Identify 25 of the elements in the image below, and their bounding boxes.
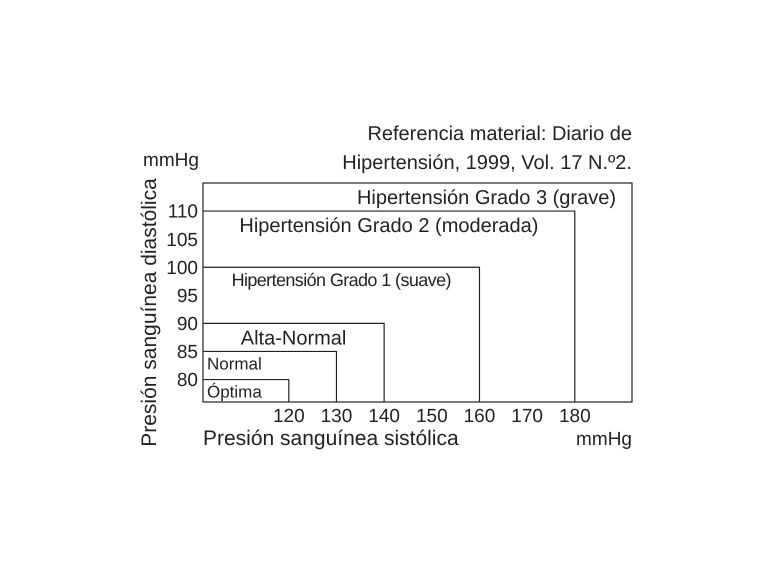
x-tick-label: 140 — [368, 406, 400, 427]
x-tick-label: 160 — [464, 406, 496, 427]
x-tick-label: 150 — [416, 406, 448, 427]
y-tick-label: 90 — [176, 314, 198, 336]
x-tick-label: 120 — [272, 406, 305, 427]
y-tick-label: 95 — [176, 286, 198, 307]
series-label: Hipertensión Grado 1 (suave) — [232, 270, 451, 290]
y-tick-label: 110 — [168, 202, 198, 223]
series-label: Normal — [207, 354, 262, 374]
annotation: Hipertensión Grado 3 (grave) — [356, 187, 616, 209]
x-tick-label: 130 — [320, 406, 352, 427]
y-axis-title: Presión sanguínea diastólica — [138, 178, 161, 447]
x-tick-label: 180 — [558, 406, 591, 427]
text: mmHg — [576, 429, 632, 450]
series-label: Hipertensión Grado 2 (moderada) — [239, 215, 538, 238]
y-tick-label: 80 — [176, 370, 198, 392]
text: mmHg — [143, 150, 199, 171]
text: Referencia material: Diario de Hipertensión, 1999, Vol. 17 N.º2. — [342, 123, 632, 174]
series-label: Óptima — [207, 382, 262, 402]
series-label: Alta-Normal — [240, 327, 346, 350]
y-tick-label: 100 — [166, 258, 198, 279]
x-tick-label: 170 — [511, 406, 543, 427]
y-tick-label: 85 — [176, 342, 198, 364]
x-axis-title: Presión sanguínea sistólica — [203, 427, 459, 450]
y-tick-label: 105 — [166, 230, 198, 251]
